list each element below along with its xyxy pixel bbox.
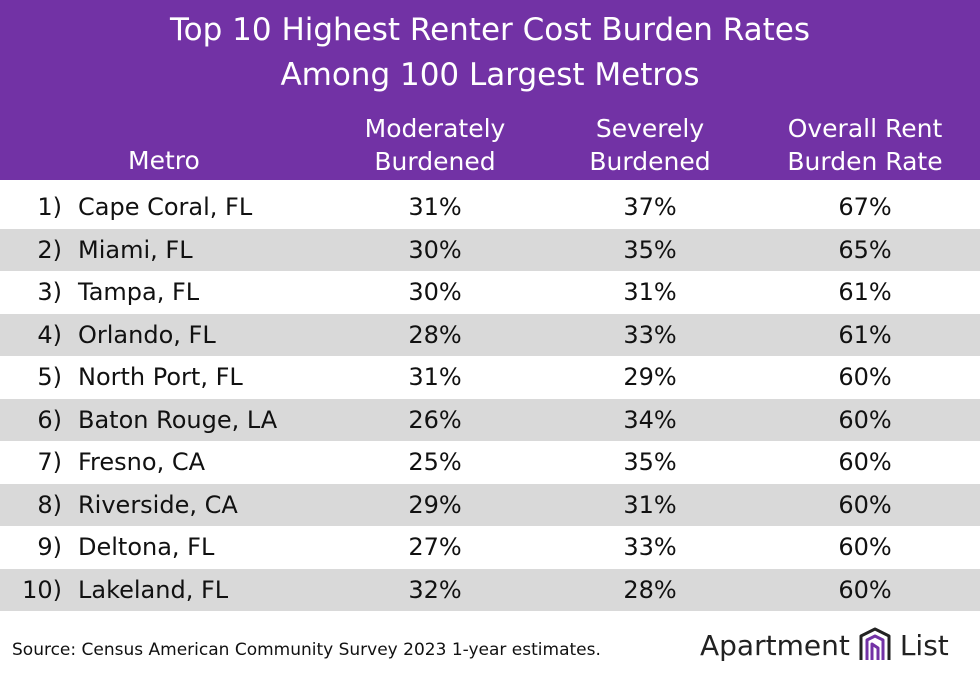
table-row: 5) North Port, FL 31% 29% 60% [0, 356, 980, 399]
table-row: 3) Tampa, FL 30% 31% 61% [0, 271, 980, 314]
rank-cell: 10) [22, 575, 62, 604]
moderate-cell: 28% [408, 320, 462, 349]
rank-cell: 6) [37, 405, 62, 434]
overall-cell: 61% [838, 320, 892, 349]
overall-cell: 60% [838, 490, 892, 519]
severe-cell: 35% [623, 235, 677, 264]
severe-cell: 28% [623, 575, 677, 604]
moderate-cell: 32% [408, 575, 462, 604]
column-header-overall-line1: Overall Rent [787, 114, 943, 143]
moderate-cell: 26% [408, 405, 462, 434]
moderate-cell: 30% [408, 235, 462, 264]
column-header-moderate-line1: Moderately [364, 114, 506, 143]
table-row: 7) Fresno, CA 25% 35% 60% [0, 441, 980, 484]
apartment-list-logo: Apartment List [700, 620, 949, 670]
column-header-severely-burdened: Severely Burdened [560, 112, 740, 178]
column-header-overall-burden: Overall Rent Burden Rate [760, 112, 970, 178]
apartment-list-logo-icon [858, 626, 892, 664]
severe-cell: 34% [623, 405, 677, 434]
table-row: 1) Cape Coral, FL 31% 37% 67% [0, 186, 980, 229]
table-row: 10) Lakeland, FL 32% 28% 60% [0, 568, 980, 611]
overall-cell: 65% [838, 235, 892, 264]
source-note: Source: Census American Community Survey… [12, 640, 601, 660]
moderate-cell: 31% [408, 363, 462, 391]
rank-cell: 4) [37, 320, 62, 349]
table-body: 1) Cape Coral, FL 31% 37% 67% 2) Miami, … [0, 186, 980, 611]
rank-cell: 3) [37, 278, 62, 306]
metro-cell: Baton Rouge, LA [78, 405, 278, 434]
metro-cell: Tampa, FL [78, 278, 200, 306]
logo-word-list: List [899, 628, 949, 662]
moderate-cell: 29% [408, 490, 462, 519]
severe-cell: 29% [623, 363, 677, 391]
metro-cell: Deltona, FL [78, 533, 215, 561]
moderate-cell: 30% [408, 278, 462, 306]
overall-cell: 60% [838, 533, 892, 561]
metro-cell: Lakeland, FL [78, 575, 229, 604]
table-row: 4) Orlando, FL 28% 33% 61% [0, 313, 980, 356]
severe-cell: 33% [623, 533, 677, 561]
chart-title: Top 10 Highest Renter Cost Burden Rates [169, 12, 810, 48]
moderate-cell: 27% [408, 533, 462, 561]
rank-cell: 7) [37, 448, 62, 476]
metro-cell: Riverside, CA [78, 490, 238, 519]
column-header-severe-line1: Severely [595, 114, 705, 143]
column-header-moderate-line2: Burdened [374, 147, 496, 176]
column-header-severe-line2: Burdened [589, 147, 711, 176]
rank-cell: 8) [37, 490, 62, 519]
chart-subtitle: Among 100 Largest Metros [280, 57, 700, 93]
rank-cell: 1) [37, 193, 62, 221]
metro-cell: Miami, FL [78, 235, 193, 264]
severe-cell: 33% [623, 320, 677, 349]
overall-cell: 60% [838, 448, 892, 476]
rank-cell: 9) [37, 533, 62, 561]
severe-cell: 37% [623, 193, 677, 221]
metro-cell: Fresno, CA [78, 448, 205, 476]
table-row: 8) Riverside, CA 29% 31% 60% [0, 483, 980, 526]
metro-cell: Cape Coral, FL [78, 193, 253, 221]
overall-cell: 60% [838, 363, 892, 391]
table-header: Top 10 Highest Renter Cost Burden Rates … [0, 0, 980, 180]
column-header-overall-line2: Burden Rate [787, 147, 943, 176]
table-row: 2) Miami, FL 30% 35% 65% [0, 228, 980, 271]
table-row: 6) Baton Rouge, LA 26% 34% 60% [0, 398, 980, 441]
rank-cell: 5) [37, 363, 62, 391]
overall-cell: 60% [838, 405, 892, 434]
severe-cell: 31% [623, 278, 677, 306]
severe-cell: 31% [623, 490, 677, 519]
rank-cell: 2) [37, 235, 62, 264]
overall-cell: 61% [838, 278, 892, 306]
metro-cell: Orlando, FL [78, 320, 216, 349]
overall-cell: 67% [838, 193, 892, 221]
column-header-moderately-burdened: Moderately Burdened [340, 112, 530, 178]
logo-word-apartment: Apartment [700, 628, 850, 662]
metro-cell: North Port, FL [78, 363, 243, 391]
overall-cell: 60% [838, 575, 892, 604]
moderate-cell: 31% [408, 193, 462, 221]
severe-cell: 35% [623, 448, 677, 476]
table-row: 9) Deltona, FL 27% 33% 60% [0, 526, 980, 569]
moderate-cell: 25% [408, 448, 462, 476]
column-header-metro: Metro [128, 146, 200, 175]
